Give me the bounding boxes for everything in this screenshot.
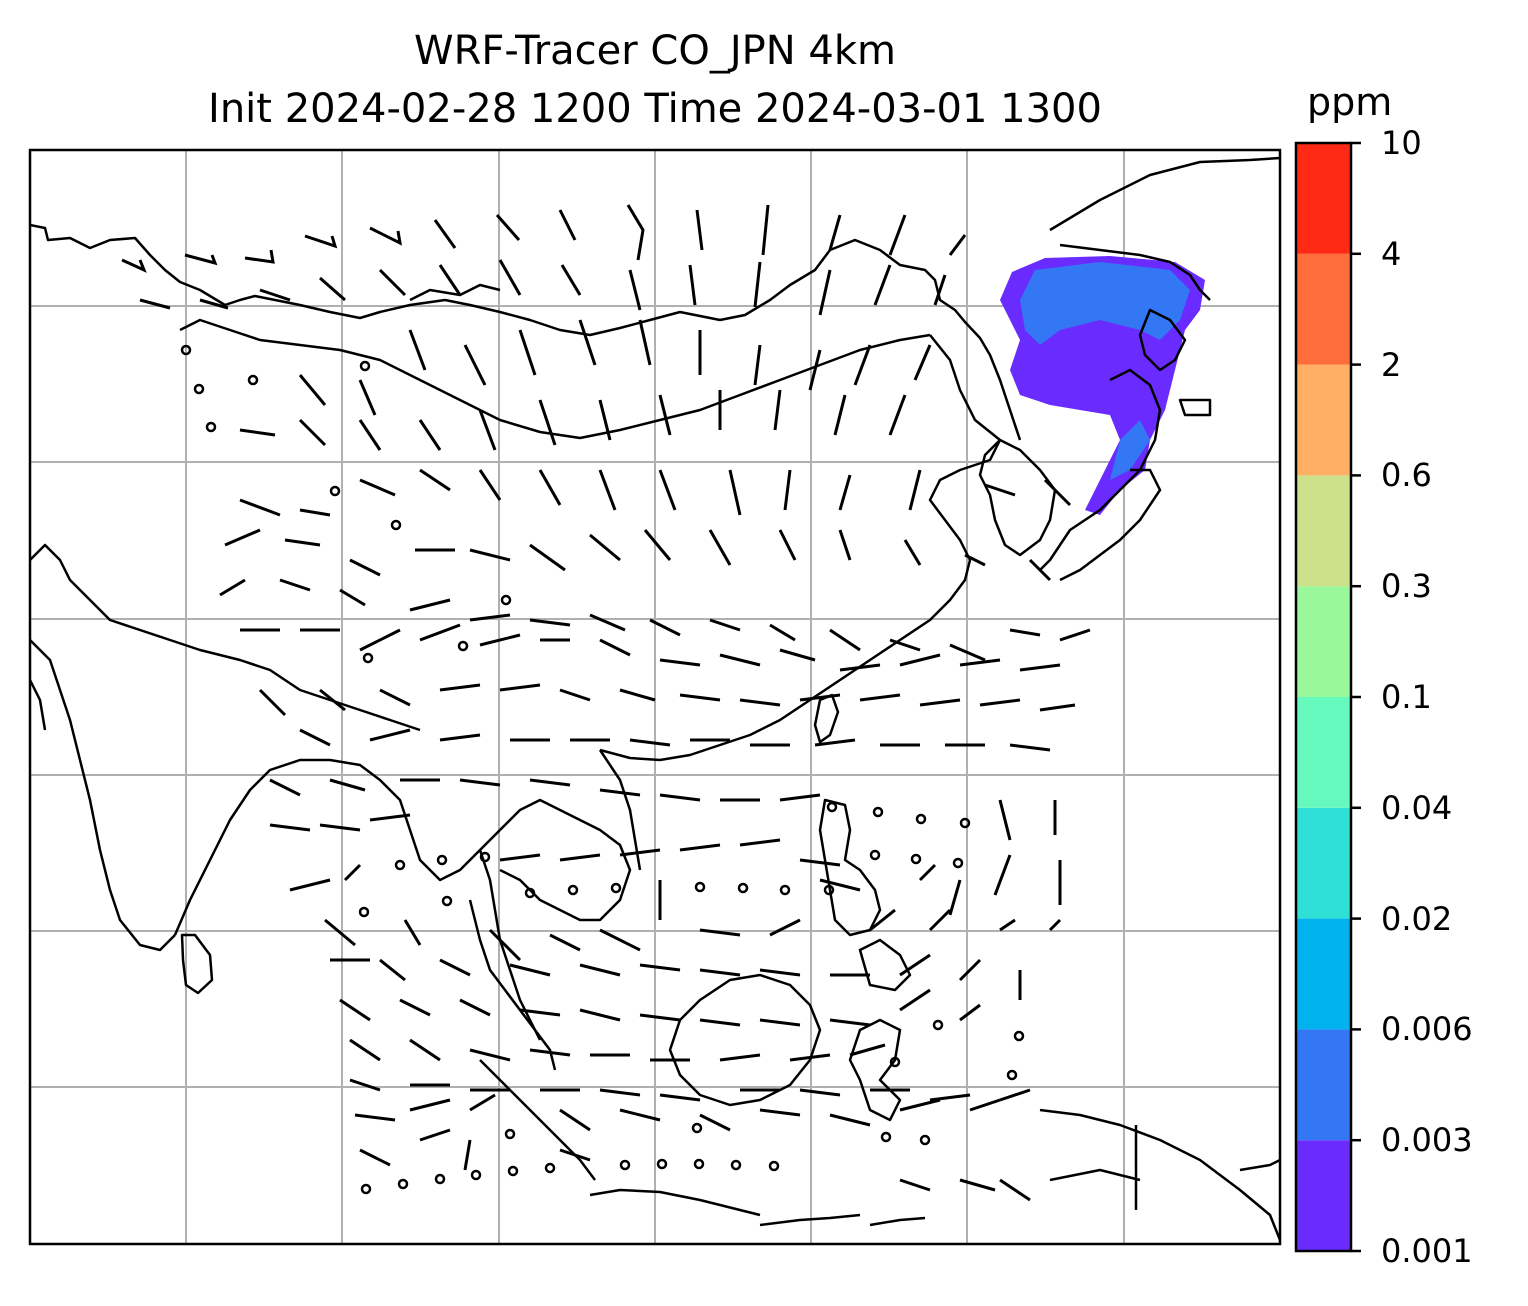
wind-barbs [121, 204, 1091, 1202]
colorbar-segment [1296, 1140, 1351, 1251]
colorbar-segment [1296, 918, 1351, 1030]
colorbar-segment [1296, 364, 1351, 476]
colorbar-unit: ppm [1307, 80, 1393, 124]
colorbar-tick-label: 0.02 [1381, 899, 1453, 938]
colorbar-tick-label: 0.6 [1381, 456, 1432, 495]
map-subtitle: Init 2024-02-28 1200 Time 2024-03-01 130… [208, 86, 1102, 132]
tracer-plume [1000, 256, 1205, 515]
colorbar-segment [1296, 143, 1351, 254]
colorbar [1296, 143, 1351, 1251]
colorbar-tick-label: 0.3 [1381, 567, 1432, 606]
colorbar-tick-label: 0.006 [1381, 1010, 1473, 1049]
colorbar-segment [1296, 807, 1351, 919]
gridlines [30, 150, 1280, 1244]
colorbar-tick-label: 0.04 [1381, 788, 1453, 827]
calm-circles [180, 344, 1025, 1195]
colorbar-tick-label: 0.003 [1381, 1121, 1473, 1160]
coastlines [30, 156, 1280, 1241]
colorbar-segment [1296, 253, 1351, 365]
colorbar-segment [1296, 1029, 1351, 1141]
colorbar-tick-label: 0.1 [1381, 678, 1432, 716]
colorbar-tick-label: 10 [1381, 124, 1422, 162]
colorbar-segment [1296, 586, 1351, 697]
colorbar-segment [1296, 697, 1351, 808]
colorbar-segment [1296, 475, 1351, 587]
plot-frame [28, 148, 1282, 1246]
colorbar-tick-label: 2 [1381, 345, 1402, 384]
map-title: WRF-Tracer CO_JPN 4km [414, 28, 896, 74]
colorbar-tick-label: 0.001 [1381, 1232, 1473, 1270]
colorbar-tick-label: 4 [1381, 234, 1402, 273]
